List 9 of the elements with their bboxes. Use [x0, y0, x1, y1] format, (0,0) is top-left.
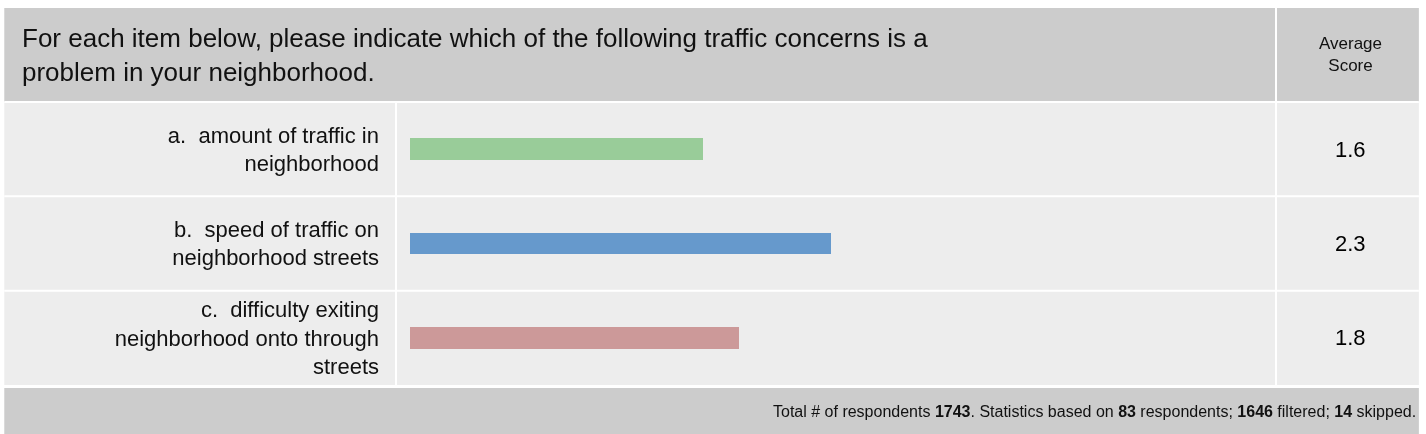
data-label: 1.6	[1335, 137, 1366, 162]
data-label: 2.3	[1335, 231, 1366, 256]
y-tick-label: c. difficulty exiting neighborhood onto through streets	[114, 296, 379, 380]
text: Average Score	[1319, 34, 1383, 76]
text: Total # of respondents 1743. Statistics based on 83 respondents; 1646 filtered; 14 skipped.	[773, 403, 1417, 420]
y-tick-label: a. amount of traffic in neighborhood	[167, 122, 379, 177]
y-tick-label: b. speed of traffic on neighborhood streets	[172, 216, 379, 271]
chart-title: For each item below, please indicate which of the following traffic concerns is a problem in your neighborhood.	[22, 23, 929, 87]
data-label: 1.8	[1335, 325, 1366, 350]
